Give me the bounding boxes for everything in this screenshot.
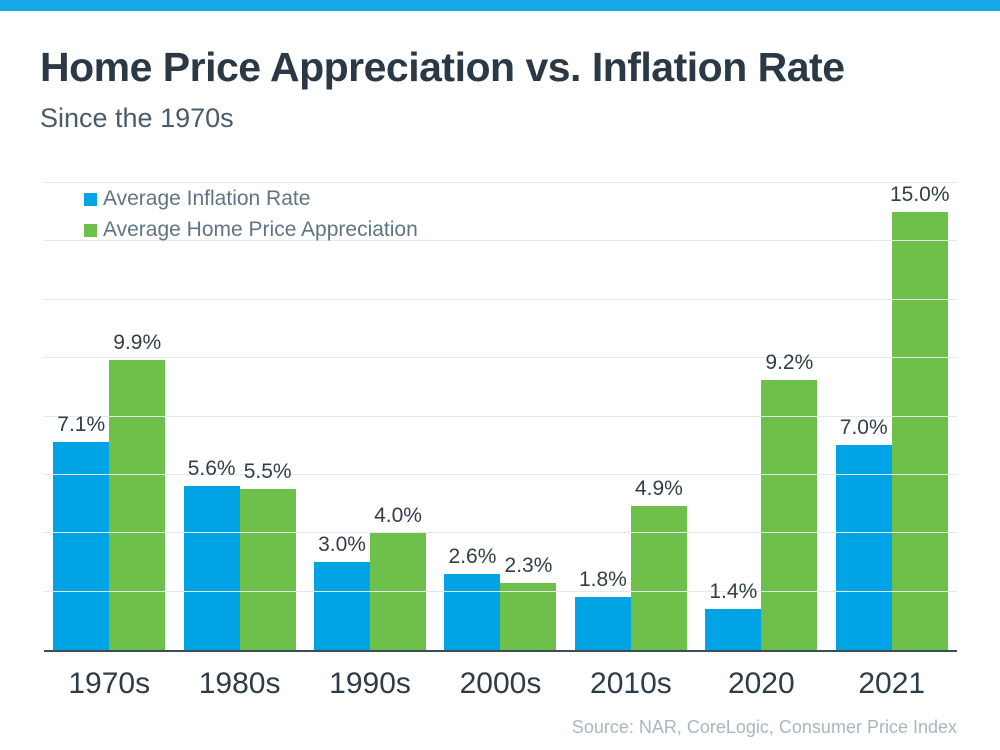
legend-item-average-home-price-appreciation: Average Home Price Appreciation [84,218,418,242]
legend-swatch-icon [84,192,97,206]
bar-value-label: 9.9% [113,330,162,354]
average-inflation-rate-bar [444,573,501,650]
bar-value-label: 2.3% [504,553,553,577]
average-inflation-rate-column-2021: 7.0% [835,183,892,650]
bar-value-label: 2.6% [448,544,497,568]
chart-legend: Average Inflation Rate Average Home Price… [84,187,418,242]
bar-value-label: 5.6% [187,456,236,480]
gridline-12pct [44,298,957,300]
page-subtitle: Since the 1970s [40,103,234,133]
average-inflation-rate-column-2010s: 1.8% [574,183,631,650]
average-inflation-rate-bar [183,485,240,650]
average-home-price-appreciation-column-1980s: 5.5% [239,183,296,650]
x-axis-labels: 1970s 1980s 1990s 2000s 2010s 2020 2021 [44,667,957,701]
x-axis-label-1970s: 1970s [68,667,151,700]
bar-group-1990s: 3.0% 4.0% [305,183,435,650]
x-axis-label-2020: 2020 [727,667,795,700]
bar-group-2010s: 1.8% 4.9% [566,183,696,650]
gridline-14pct [44,240,957,242]
bar-value-label: 7.1% [57,412,106,436]
average-home-price-appreciation-column-2010s: 4.9% [630,183,687,650]
average-home-price-appreciation-column-1990s: 4.0% [370,183,427,650]
bar-value-label: 3.0% [318,533,366,557]
bar-group-2021: 7.0% 15.0% [827,183,957,650]
plot-area: 7.1% 9.9% 5.6% 5.5% 3.0% 4.0% 2.6% 2.3% 1.8% 4.9%… [44,182,957,652]
legend-item-average-inflation-rate: Average Inflation Rate [84,187,418,211]
average-inflation-rate-bar [314,562,371,650]
gridline-2pct [44,590,957,592]
average-inflation-rate-bar [574,597,631,650]
average-inflation-rate-column-1990s: 3.0% [314,183,371,650]
bar-value-label: 4.9% [634,477,683,501]
x-axis-label-2010s: 2010s [590,667,672,700]
average-inflation-rate-column-1980s: 5.6% [183,183,240,650]
average-inflation-rate-bar [835,444,892,650]
bar-value-label: 9.2% [765,351,814,375]
brand-strip [0,0,1000,11]
bar-value-label: 15.0% [889,183,950,206]
legend-label: Average Inflation Rate [103,187,311,210]
gridline-8pct [44,415,957,417]
bar-group-2020: 1.4% 9.2% [696,183,826,650]
average-home-price-appreciation-column-2000s: 2.3% [500,183,557,650]
average-home-price-appreciation-bar [630,506,687,650]
average-home-price-appreciation-bar [891,212,948,650]
page-title: Home Price Appreciation vs. Inflation Ra… [40,44,845,90]
average-inflation-rate-bar [53,441,110,650]
legend-label: Average Home Price Appreciation [103,218,418,241]
gridline-6pct [44,473,957,475]
bar-value-label: 5.5% [243,459,292,483]
average-home-price-appreciation-bar [761,380,818,650]
average-home-price-appreciation-column-2020: 9.2% [761,183,818,650]
x-axis-label-1980s: 1980s [198,667,281,700]
bar-value-label: 7.0% [839,415,888,439]
x-axis-label-2021: 2021 [858,667,926,700]
bar-group-1970s: 7.1% 9.9% [44,183,174,650]
legend-swatch-icon [84,223,97,237]
average-inflation-rate-column-2020: 1.4% [705,183,762,650]
bar-value-label: 4.0% [374,503,422,527]
average-home-price-appreciation-bar [239,488,296,650]
x-axis-label-2000s: 2000s [459,667,542,700]
average-inflation-rate-column-1970s: 7.1% [53,183,110,650]
bar-group-1980s: 5.6% 5.5% [174,183,304,650]
bar-value-label: 1.8% [578,568,627,592]
x-axis-label-1990s: 1990s [329,667,411,700]
average-home-price-appreciation-bar [500,582,557,650]
average-inflation-rate-column-2000s: 2.6% [444,183,501,650]
bar-group-2000s: 2.6% 2.3% [435,183,565,650]
average-home-price-appreciation-column-1970s: 9.9% [109,183,166,650]
bar-value-label: 1.4% [709,579,758,603]
bar-chart: 7.1% 9.9% 5.6% 5.5% 3.0% 4.0% 2.6% 2.3% 1.8% 4.9%… [44,182,957,738]
bar-groups: 7.1% 9.9% 5.6% 5.5% 3.0% 4.0% 2.6% 2.3% 1.8% 4.9%… [44,183,957,650]
source-attribution: Source: NAR, CoreLogic, Consumer Price I… [571,717,957,737]
average-home-price-appreciation-column-2021: 15.0% [889,183,950,650]
gridline-10pct [44,357,957,359]
gridline-4pct [44,532,957,534]
gridline-16pct [44,182,957,183]
average-inflation-rate-bar [705,608,762,650]
average-home-price-appreciation-bar [109,359,166,650]
